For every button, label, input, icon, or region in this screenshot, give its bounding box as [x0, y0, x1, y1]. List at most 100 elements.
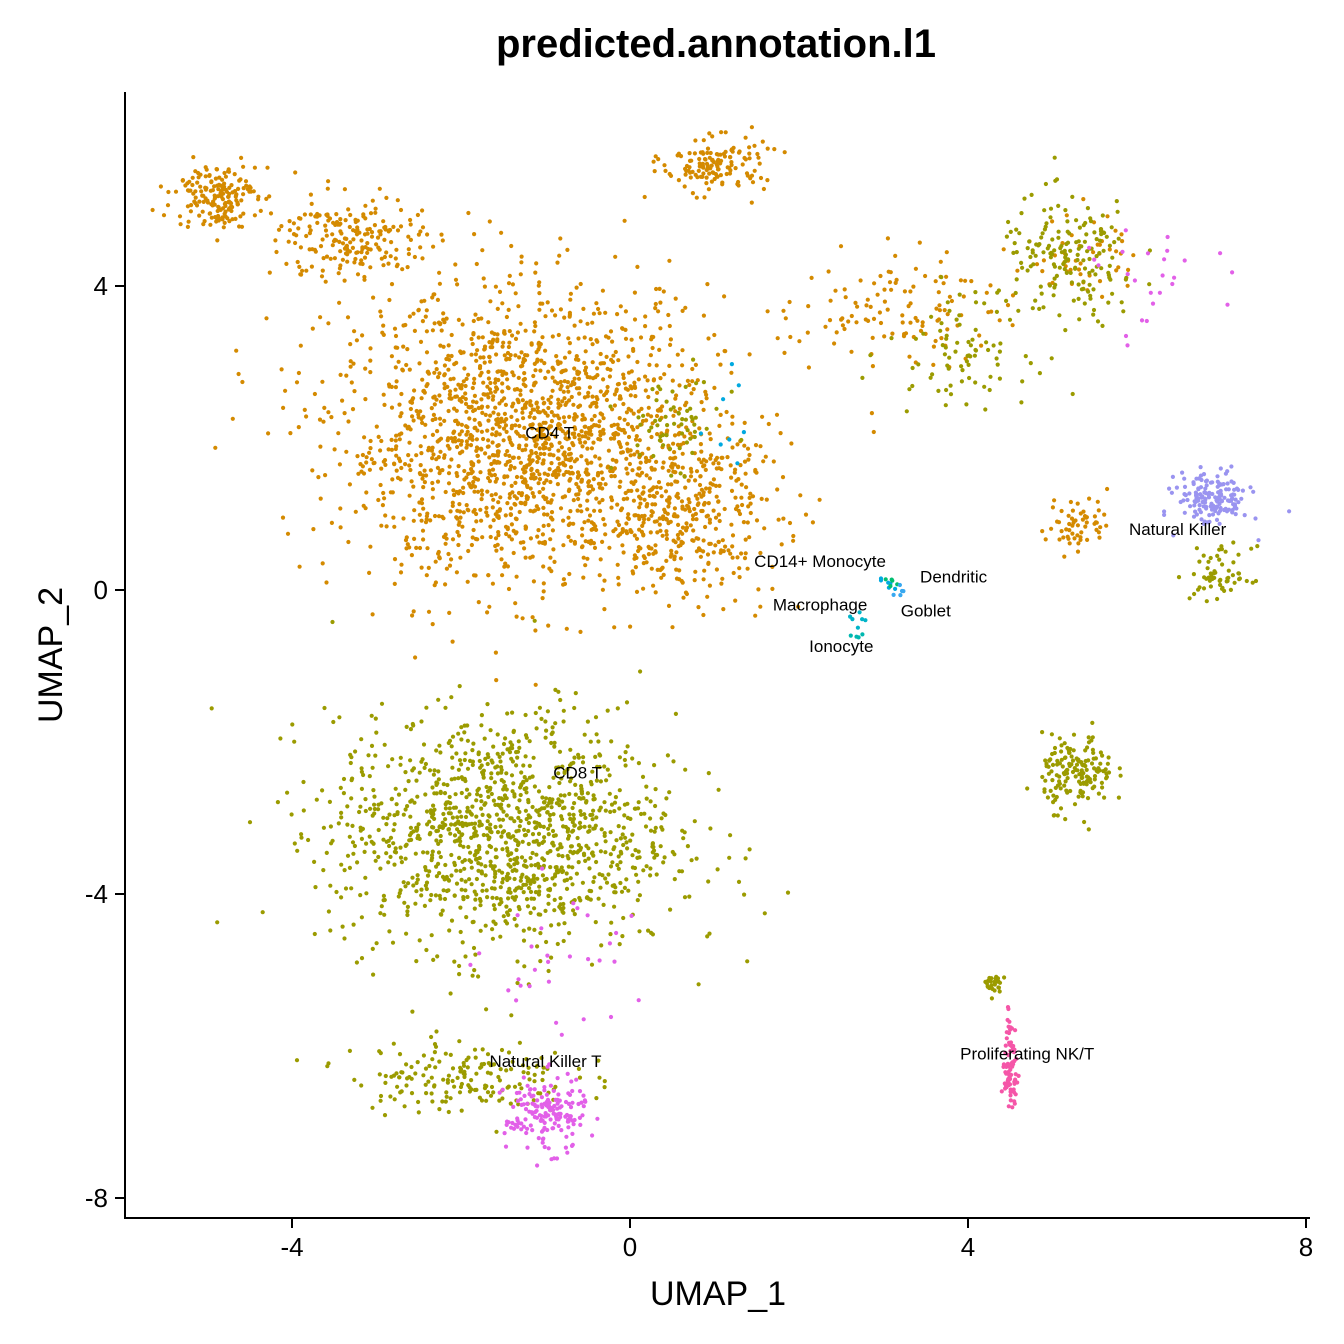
point-cd4-t	[721, 151, 727, 156]
point-cd8-t	[517, 1040, 523, 1045]
point-cd8-t	[1096, 766, 1101, 771]
point-cd4-t	[620, 450, 626, 455]
point-cd4-t	[737, 575, 742, 580]
point-cd4-t	[616, 381, 622, 387]
point-cd4-t	[747, 145, 752, 150]
point-cd8-t	[591, 793, 596, 798]
point-cd8-t	[524, 1057, 529, 1062]
point-cd8-t	[517, 1082, 522, 1087]
point-cd8-t	[1091, 756, 1096, 761]
point-cd4-t	[875, 292, 880, 297]
point-cd4-t	[675, 352, 680, 357]
point-cd8-t	[488, 1071, 493, 1076]
point-cd8-t	[1059, 243, 1064, 249]
point-cd4-t	[703, 524, 708, 530]
point-cd8-t	[685, 408, 690, 413]
point-cd4-t	[649, 566, 654, 571]
point-cd8-t	[457, 972, 462, 977]
point-cd4-t	[584, 458, 589, 463]
point-cd4-t	[426, 565, 431, 571]
point-cd8-t	[404, 724, 409, 730]
point-cd4-t	[668, 519, 673, 524]
point-cd4-t	[454, 471, 459, 476]
point-cd4-t	[530, 491, 535, 496]
point-cd8-t	[601, 902, 606, 908]
point-cd4-t	[707, 171, 712, 176]
point-cd8-t	[321, 868, 326, 873]
point-cd4-t	[193, 195, 198, 200]
point-cd4-t	[519, 350, 524, 355]
point-cd4-t	[634, 536, 640, 541]
point-cd8-t	[947, 355, 952, 360]
point-cd4-t	[686, 504, 691, 509]
point-cd8-t	[942, 352, 948, 357]
point-cd4-t	[484, 505, 489, 510]
point-cd8-t	[467, 877, 472, 882]
point-cd4-t	[440, 468, 445, 473]
point-cd4-t	[653, 590, 658, 595]
point-cd8-t	[964, 402, 969, 407]
point-cd8-t	[1055, 758, 1060, 764]
point-cd4-t	[520, 479, 526, 485]
point-cd4-t	[459, 429, 464, 434]
point-cd4-t	[961, 294, 966, 299]
point-cd8-t	[672, 852, 677, 857]
point-cd8-t	[604, 778, 609, 783]
point-cd8-t	[1106, 300, 1111, 305]
point-cd4-t	[520, 398, 525, 403]
point-cd4-t	[613, 527, 618, 532]
point-cd4-t	[691, 528, 696, 533]
point-cd8-t	[1062, 755, 1068, 761]
point-cd4-t	[485, 610, 490, 615]
point-cd8-t	[460, 823, 465, 829]
point-cd8-t	[462, 776, 467, 782]
point-cd4-t	[360, 452, 365, 458]
point-cd8-t	[655, 423, 660, 428]
point-cd4-t	[586, 491, 591, 496]
point-cd4-t	[318, 496, 323, 501]
point-cd4-t	[666, 603, 672, 609]
point-cd8-t	[383, 1073, 388, 1079]
point-cd8-t	[421, 1053, 426, 1058]
point-cd4-t	[580, 544, 585, 549]
point-cd4-t	[1072, 536, 1077, 541]
point-cd4-t	[1049, 526, 1054, 531]
point-cd4-t	[485, 404, 490, 409]
point-cd8-t	[423, 1066, 429, 1071]
point-cd8-t	[868, 353, 873, 358]
point-cd4-t	[470, 535, 475, 540]
point-cd8-t	[612, 809, 617, 814]
point-cd4-t	[575, 475, 581, 480]
point-cd8-t	[521, 938, 527, 943]
point-cd4-t	[567, 398, 572, 403]
point-cd4-t	[671, 456, 676, 461]
point-cd4-t	[547, 447, 552, 452]
point-cd8-t	[415, 1060, 420, 1065]
point-cd4-t	[699, 487, 705, 492]
point-cd4-t	[368, 370, 373, 375]
point-cd4-t	[531, 579, 537, 584]
point-cd4-t	[492, 453, 497, 458]
point-cd4-t	[450, 500, 455, 505]
point-cd4-t	[503, 513, 508, 518]
point-cd8-t	[626, 888, 631, 893]
point-cd8-t	[494, 1129, 499, 1134]
point-cd8-t	[478, 898, 483, 904]
point-cd4-t	[413, 655, 418, 660]
point-cd8-t	[680, 828, 685, 833]
point-cd8-t	[653, 418, 658, 423]
point-cd4-t	[468, 432, 473, 438]
point-cd4-t	[524, 443, 529, 448]
point-cd4-t	[197, 213, 202, 218]
point-cd8-t	[351, 922, 356, 927]
point-cd4-t	[745, 520, 750, 525]
point-cd4-t	[546, 523, 551, 528]
point-cd4-t	[577, 370, 582, 375]
point-cd4-t	[621, 550, 626, 555]
point-cd4-t	[486, 320, 491, 325]
point-cd4-t	[893, 253, 898, 258]
point-cd8-t	[465, 894, 470, 900]
point-cd8-t	[1043, 758, 1048, 763]
point-cd4-t	[197, 199, 202, 204]
point-cd4-t	[580, 444, 585, 449]
